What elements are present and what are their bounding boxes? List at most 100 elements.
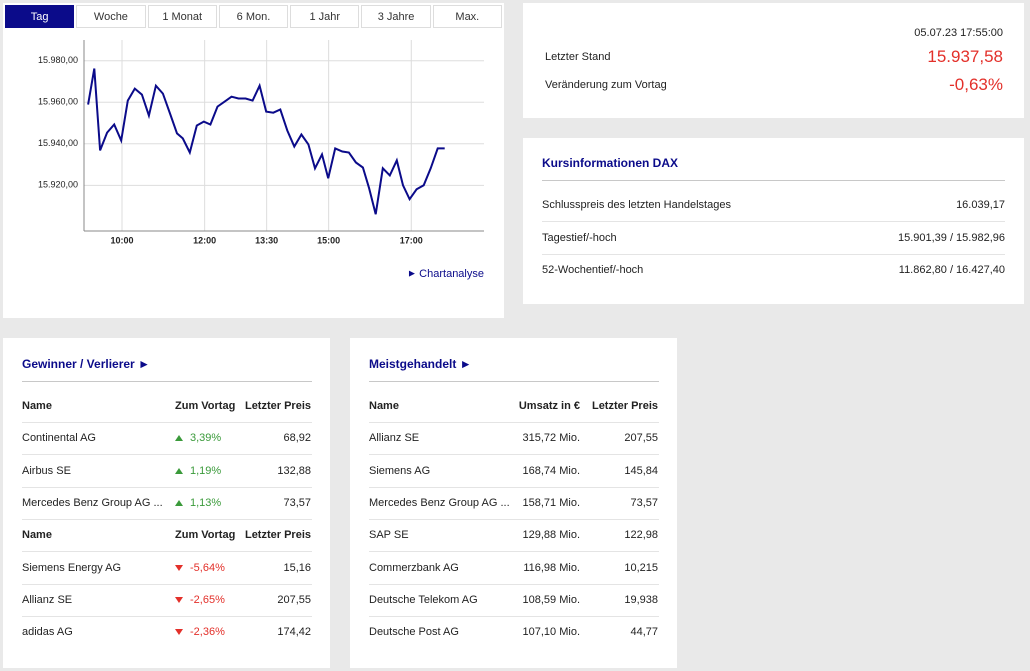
info-value: 16.039,17 (956, 199, 1005, 211)
change-percent: -2,65% (190, 593, 225, 606)
x-tick-label: 15:00 (317, 235, 340, 245)
stock-name: Allianz SE (22, 593, 73, 606)
x-tick-label: 17:00 (400, 235, 423, 245)
chart-link-arrow[interactable]: ► (407, 269, 417, 280)
info-label: Tagestief/-hoch (542, 231, 617, 244)
row-separator (22, 454, 312, 456)
title-rule (22, 381, 312, 382)
tab[interactable]: 3 Jahre (361, 5, 431, 28)
x-tick-label: 12:00 (193, 235, 216, 245)
column-header: Zum Vortag (175, 400, 236, 412)
movers-panel: Gewinner / Verlierer ► Name Zum Vortag Let… (3, 338, 330, 668)
chart-link[interactable]: Chartanalyse (419, 268, 484, 280)
stock-name: Allianz SE (369, 432, 420, 445)
y-tick-label: 15.940,00 (38, 138, 78, 148)
x-tick-label: 10:00 (111, 235, 134, 245)
turnover: 108,59 Mio. (522, 593, 580, 606)
column-header: Name (369, 400, 399, 412)
up-arrow (175, 499, 183, 506)
last-price: 19,938 (624, 593, 658, 606)
row-separator (22, 615, 312, 617)
title-rule (369, 381, 659, 382)
down-arrow (175, 596, 183, 603)
row-separator (369, 422, 659, 423)
last-price: 73,57 (283, 496, 311, 509)
last-price: 73,57 (630, 496, 658, 509)
quote-panel: 05.07.23 17:55:00 Letzter Stand 15.937,5… (523, 3, 1024, 118)
change-value: -0,63% (949, 75, 1003, 94)
timestamp: 05.07.23 17:55:00 (914, 27, 1003, 39)
last-price: 145,84 (624, 464, 658, 477)
y-tick-label: 15.980,00 (38, 55, 78, 65)
stock-name: SAP SE (369, 529, 409, 542)
stock-name: Deutsche Post AG (369, 626, 459, 639)
row-separator (22, 583, 312, 585)
row-separator (369, 615, 659, 617)
tab[interactable]: Max. (432, 5, 502, 28)
stock-name: Deutsche Telekom AG (369, 593, 478, 606)
last-price: 44,77 (630, 626, 658, 639)
most-traded-title[interactable]: Meistgehandelt ► (369, 357, 472, 371)
last-price: 15,16 (283, 561, 311, 574)
tab[interactable]: 6 Mon. (218, 5, 289, 28)
turnover: 168,74 Mio. (522, 464, 580, 477)
column-header: Letzter Preis (244, 400, 311, 412)
tab[interactable]: Tag (5, 5, 75, 28)
stock-name: Siemens AG (369, 464, 431, 477)
movers-title[interactable]: Gewinner / Verlierer ► (22, 357, 150, 371)
change-percent: 1,19% (190, 464, 222, 477)
last-price: 174,42 (277, 626, 311, 639)
column-header: Zum Vortag (175, 529, 236, 542)
up-arrow (175, 467, 183, 474)
last-price: 68,92 (283, 432, 311, 445)
change-percent: 1,13% (190, 496, 222, 509)
row-separator (22, 518, 312, 520)
stock-name: Airbus SE (22, 464, 71, 477)
up-arrow (175, 435, 183, 442)
stock-name: Continental AG (22, 432, 96, 445)
column-header: Letzter Preis (591, 400, 658, 412)
stock-name: Mercedes Benz Group AG ... (369, 496, 510, 509)
info-title: Kursinformationen DAX (542, 156, 679, 170)
last-value: 15.937,58 (927, 47, 1003, 66)
change-percent: -5,64% (190, 561, 225, 574)
y-tick-label: 15.960,00 (38, 97, 78, 107)
last-price: 10,215 (624, 561, 658, 574)
info-label: Schlusspreis des letzten Handelstages (542, 199, 731, 211)
column-header: Umsatz in € (518, 400, 580, 412)
turnover: 158,71 Mio. (522, 496, 580, 509)
row-separator (22, 486, 312, 488)
stock-name: Commerzbank AG (369, 561, 459, 574)
stock-name: Siemens Energy AG (22, 561, 122, 574)
last-price: 132,88 (277, 464, 311, 477)
row-separator (369, 454, 659, 456)
tab-bar: Tag Woche 1 Monat 6 Mon. 1 Jahr 3 Jahre Max. (5, 5, 504, 28)
change-percent: -2,36% (190, 626, 225, 639)
info-label: 52-Wochentief/-hoch (542, 264, 644, 276)
title-rule (542, 180, 1005, 181)
row-separator (542, 253, 1005, 255)
down-arrow (175, 564, 183, 571)
row-separator (369, 518, 659, 520)
row-separator (22, 422, 312, 423)
tab[interactable]: 1 Jahr (290, 5, 360, 28)
turnover: 315,72 Mio. (522, 432, 580, 445)
row-separator (542, 221, 1005, 222)
tab[interactable]: Woche (76, 5, 146, 28)
y-tick-label: 15.920,00 (38, 180, 78, 190)
last-price: 207,55 (277, 593, 311, 606)
change-label: Veränderung zum Vortag (545, 79, 667, 91)
x-tick-label: 13:30 (255, 235, 278, 245)
tab[interactable]: 1 Monat (147, 5, 217, 28)
turnover: 116,98 Mio. (523, 561, 580, 574)
column-header: Name (22, 400, 52, 412)
info-panel: Kursinformationen DAX Schlusspreis des l… (523, 138, 1024, 304)
stock-name: Mercedes Benz Group AG ... (22, 496, 163, 509)
chart: ► Chartanalyse 15.920,00 15.940,00 15.960,… (38, 40, 484, 280)
row-separator (22, 551, 312, 553)
last-price: 207,55 (624, 432, 658, 445)
info-value: 15.901,39 / 15.982,96 (897, 231, 1005, 244)
stock-name: adidas AG (22, 626, 73, 639)
movers-title-text: Gewinner / Verlierer (22, 357, 135, 371)
